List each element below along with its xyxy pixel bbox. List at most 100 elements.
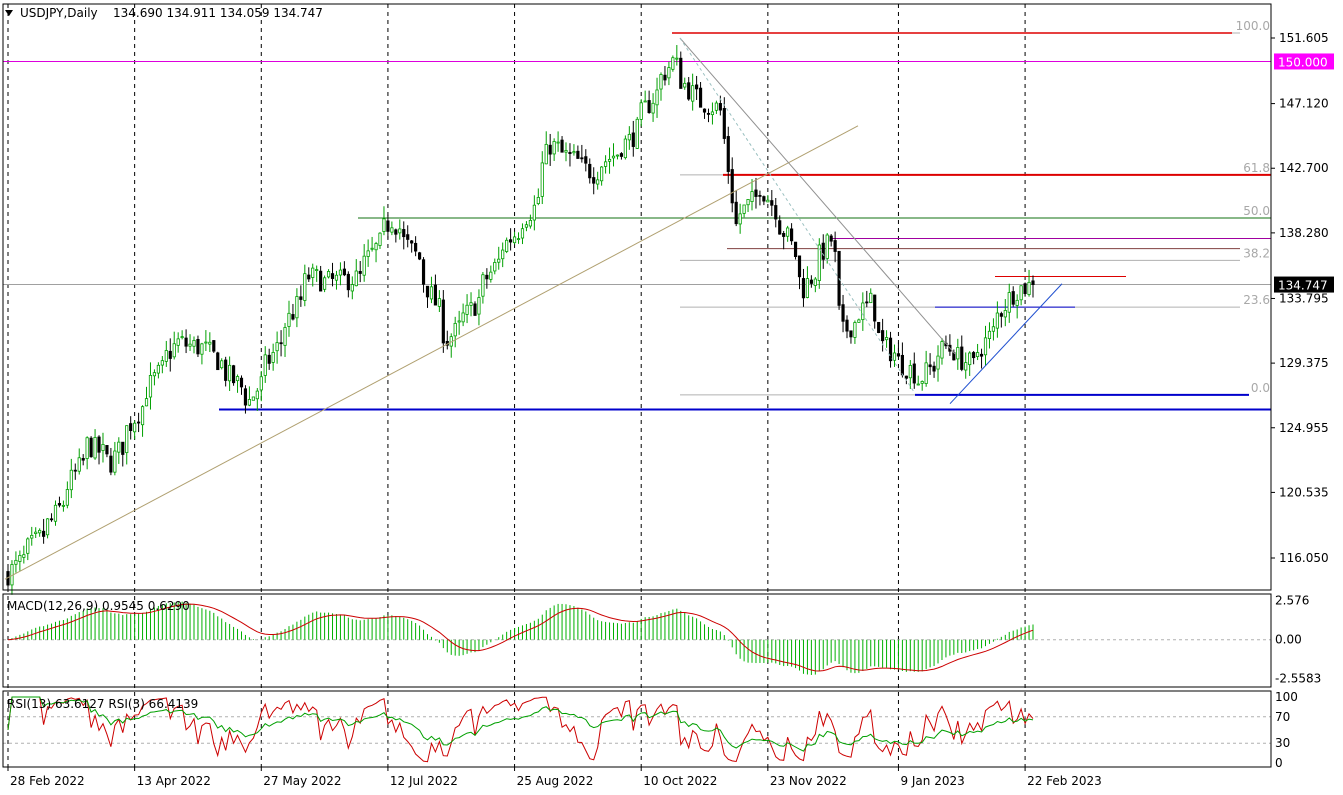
candle-body	[1023, 283, 1027, 294]
candle-body	[326, 271, 331, 278]
candle-body	[374, 243, 378, 251]
panel-frame	[2, 690, 1272, 768]
rsi-label: RSI(13) 63.6127 RSI(3) 66.4139	[7, 697, 198, 711]
candle-body	[465, 304, 469, 315]
candle-body	[619, 153, 624, 157]
candle-body	[350, 284, 354, 292]
candle-body	[382, 218, 386, 232]
candle-body	[263, 354, 267, 376]
candle-body	[1027, 281, 1031, 295]
ohlc-values: 134.690 134.911 134.059 134.747	[113, 6, 323, 20]
candle-body	[366, 250, 370, 257]
candle-body	[1015, 299, 1019, 306]
candle-body	[825, 234, 829, 259]
candle-body	[833, 240, 837, 252]
date-tick-label: 12 Jul 2022	[390, 774, 458, 788]
candle-body	[180, 336, 184, 338]
candle-body	[603, 161, 608, 167]
fib-level-label: 38.2	[1243, 246, 1270, 260]
candle-body	[528, 219, 532, 227]
candle-body	[140, 406, 145, 426]
candle-body	[497, 258, 501, 263]
candle-body	[117, 441, 121, 453]
candle-body	[358, 271, 362, 274]
candle-body	[30, 534, 34, 539]
date-tick-label: 27 May 2022	[263, 774, 341, 788]
candle-body	[572, 151, 576, 154]
candle-body	[770, 200, 774, 206]
macd-tick-label: -2.5583	[1275, 672, 1321, 686]
candle-body	[398, 228, 402, 234]
candle-body	[596, 179, 600, 185]
candle-body	[362, 255, 366, 276]
candle-body	[394, 229, 398, 235]
candle-body	[18, 555, 22, 562]
candle-body	[97, 436, 101, 453]
candle-body	[342, 268, 346, 276]
candle-body	[330, 273, 335, 279]
candle-body	[999, 313, 1003, 317]
candle-body	[695, 84, 699, 90]
candle-body	[675, 57, 679, 60]
candle-body	[964, 362, 968, 371]
date-tick-label: 22 Feb 2023	[1027, 774, 1102, 788]
candle-body	[38, 529, 42, 534]
candle-body	[307, 274, 311, 280]
candle-body	[164, 350, 168, 362]
candle-body	[224, 359, 228, 381]
candle-body	[45, 518, 50, 536]
candle-body	[774, 205, 778, 220]
candle-body	[81, 458, 85, 461]
candle-body	[758, 195, 762, 197]
candle-body	[101, 444, 105, 451]
candle-body	[742, 204, 746, 214]
candle-body	[924, 362, 928, 384]
panel-frames	[2, 3, 1272, 768]
candle-body	[908, 365, 912, 379]
candle-body	[647, 100, 651, 114]
candle-body	[172, 343, 176, 358]
candle-body	[61, 504, 65, 507]
date-tick-label: 9 Jan 2023	[900, 774, 964, 788]
macd-tick-label: 2.576	[1275, 593, 1309, 607]
price-tags: 134.747 150.000	[1274, 53, 1334, 293]
candle-body	[592, 177, 596, 184]
candle-body	[754, 189, 758, 197]
candle-body	[14, 559, 18, 565]
candle-body	[275, 342, 279, 352]
candle-body	[93, 437, 97, 459]
candle-body	[722, 108, 726, 139]
candle-body	[884, 337, 889, 341]
candle-body	[243, 388, 248, 406]
candle-body	[786, 227, 790, 237]
candle-body	[576, 150, 580, 159]
price-tick-label: 138.280	[1279, 226, 1329, 240]
candle-body	[89, 437, 93, 458]
candle-body	[635, 118, 639, 149]
candle-body	[987, 330, 992, 339]
candle-body	[505, 239, 509, 252]
candle-body	[338, 269, 343, 276]
candle-body	[932, 365, 936, 372]
candle-body	[279, 342, 283, 345]
candle-body	[148, 375, 153, 398]
candle-body	[271, 352, 275, 363]
fib-level-label: 0.0	[1251, 381, 1270, 395]
candle-body	[433, 284, 438, 306]
price-tick-label: 147.120	[1279, 97, 1329, 111]
price-tick-label: 124.955	[1279, 421, 1329, 435]
candle-body	[295, 296, 299, 319]
candle-body	[441, 299, 445, 344]
current-price-value: 134.747	[1278, 279, 1328, 293]
candle-body	[267, 354, 271, 364]
candle-body	[683, 82, 687, 88]
level-150-tag	[1274, 53, 1334, 70]
candle-body	[414, 242, 418, 252]
dropdown-triangle-icon[interactable]	[5, 10, 13, 16]
date-tick-label: 23 Nov 2022	[770, 774, 847, 788]
current-price-tag	[1274, 276, 1334, 293]
candle-body	[1019, 285, 1023, 301]
candle-body	[406, 234, 410, 240]
candle-body	[896, 353, 901, 357]
